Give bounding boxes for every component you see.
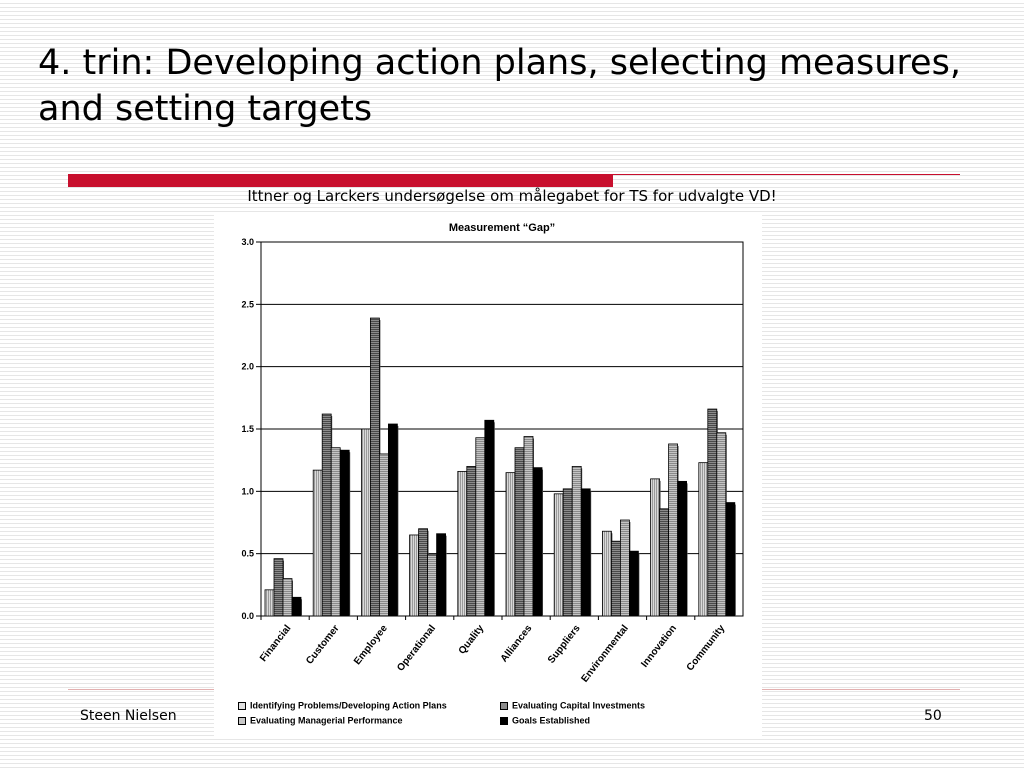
bar-goals-established-operational <box>436 533 447 617</box>
bar-goals-established-employee <box>387 423 398 617</box>
x-tick-label: Quality <box>457 623 487 657</box>
bar-evaluating-managerial-performance-innovation <box>668 443 679 617</box>
bar-evaluating-capital-investments-alliances <box>514 447 525 617</box>
bar-goals-established-environmental <box>628 550 639 617</box>
legend-label: Evaluating Capital Investments <box>512 700 646 711</box>
bar-goals-established-innovation <box>677 480 688 617</box>
page-number: 50 <box>924 708 942 724</box>
bar-identifying-problems-developing-action-plans-employee <box>360 428 371 617</box>
x-tick-label: Innovation <box>639 623 679 670</box>
bar-evaluating-capital-investments-financial <box>273 558 284 617</box>
x-tick-label: Employee <box>352 623 390 667</box>
bar-identifying-problems-developing-action-plans-operational <box>409 534 420 617</box>
legend-label: Identifying Problems/Developing Action P… <box>250 700 447 711</box>
bar-identifying-problems-developing-action-plans-quality <box>457 470 468 617</box>
bar-identifying-problems-developing-action-plans-community <box>698 462 709 617</box>
y-tick-label: 1.5 <box>241 424 254 434</box>
bar-identifying-problems-developing-action-plans-customer <box>312 469 323 617</box>
chart-legend: Identifying Problems/Developing Action P… <box>238 699 738 735</box>
bar-identifying-problems-developing-action-plans-financial <box>264 589 275 617</box>
bar-evaluating-managerial-performance-customer <box>330 447 341 617</box>
bar-evaluating-managerial-performance-environmental <box>619 519 630 617</box>
y-tick-label: 1.0 <box>241 486 254 496</box>
bar-evaluating-capital-investments-employee <box>369 317 380 617</box>
legend-item: Evaluating Capital Investments <box>500 699 645 711</box>
bar-identifying-problems-developing-action-plans-environmental <box>601 530 612 617</box>
bar-evaluating-capital-investments-operational <box>418 528 429 617</box>
y-tick-label: 0.5 <box>241 549 254 559</box>
bar-evaluating-capital-investments-community <box>707 408 718 617</box>
legend-swatch <box>500 701 508 710</box>
bar-evaluating-managerial-performance-suppliers <box>571 465 582 617</box>
x-tick-label: Operational <box>395 623 438 674</box>
bar-goals-established-quality <box>484 419 495 617</box>
bar-chart: Measurement “Gap” 0.0 0.5 1.0 1.5 2.0 2.5 3.0 Fi… <box>241 222 744 685</box>
footer-author: Steen Nielsen <box>80 708 177 724</box>
legend-item: Goals Established <box>500 714 590 726</box>
bar-evaluating-managerial-performance-quality <box>475 437 486 617</box>
slide-title: 4. trin: Developing action plans, select… <box>38 43 961 129</box>
bar-goals-established-customer <box>339 449 350 617</box>
legend-label: Goals Established <box>512 715 591 726</box>
bar-evaluating-capital-investments-customer <box>321 413 332 617</box>
bar-evaluating-managerial-performance-employee <box>378 453 389 617</box>
x-tick-label: Alliances <box>499 623 535 665</box>
legend-swatch <box>238 716 246 725</box>
x-tick-label: Suppliers <box>546 623 583 666</box>
bar-evaluating-managerial-performance-operational <box>427 554 438 617</box>
bar-evaluating-managerial-performance-community <box>716 432 727 617</box>
bar-evaluating-capital-investments-suppliers <box>562 488 573 617</box>
legend-item: Evaluating Managerial Performance <box>238 714 403 726</box>
bar-goals-established-community <box>725 502 736 617</box>
chart-figure: Measurement “Gap” 0.0 0.5 1.0 1.5 2.0 2.5 3.0 Fi… <box>214 215 762 737</box>
bar-goals-established-financial <box>291 596 302 617</box>
legend-swatch <box>500 716 508 725</box>
y-tick-label: 0.0 <box>241 611 254 621</box>
bar-evaluating-capital-investments-environmental <box>610 540 621 617</box>
bar-identifying-problems-developing-action-plans-alliances <box>505 472 516 617</box>
bar-evaluating-capital-investments-innovation <box>659 508 670 617</box>
legend-item: Identifying Problems/Developing Action P… <box>238 699 447 711</box>
bar-identifying-problems-developing-action-plans-suppliers <box>553 493 564 617</box>
legend-label: Evaluating Managerial Performance <box>250 715 403 726</box>
bar-goals-established-alliances <box>532 467 543 617</box>
bar-goals-established-suppliers <box>580 488 591 617</box>
y-tick-label: 2.5 <box>241 299 254 309</box>
bar-evaluating-managerial-performance-alliances <box>523 436 534 617</box>
bar-evaluating-managerial-performance-financial <box>282 578 293 617</box>
x-tick-label: Financial <box>258 623 293 664</box>
x-tick-label: Community <box>685 623 728 673</box>
chart-title: Measurement “Gap” <box>449 222 555 234</box>
x-tick-label: Customer <box>304 623 341 667</box>
legend-swatch <box>238 701 246 710</box>
bar-identifying-problems-developing-action-plans-innovation <box>650 478 661 617</box>
slide-subtitle: Ittner og Larckers undersøgelse om måleg… <box>247 187 777 205</box>
y-tick-label: 3.0 <box>241 237 254 247</box>
y-tick-label: 2.0 <box>241 362 254 372</box>
title-rule-accent <box>68 174 613 187</box>
bar-evaluating-capital-investments-quality <box>466 465 477 617</box>
x-tick-label: Environmental <box>579 623 631 685</box>
